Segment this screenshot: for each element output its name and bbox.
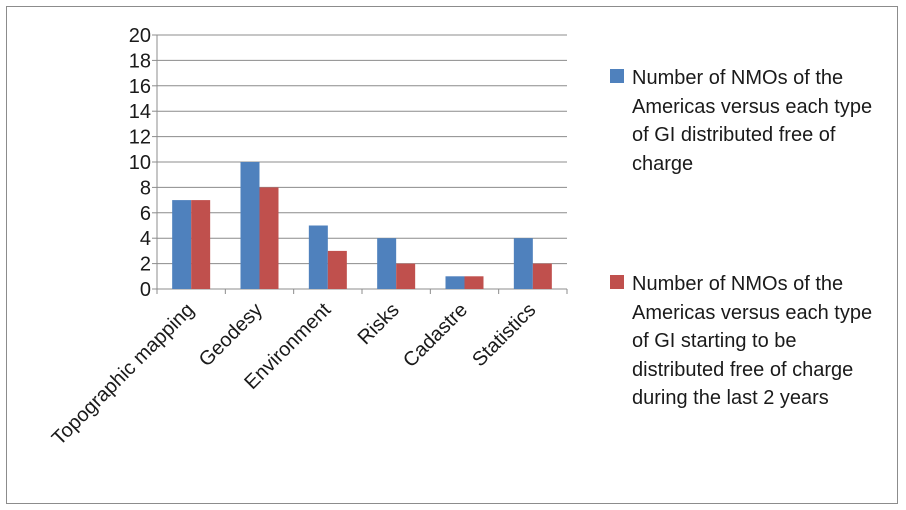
legend-label-series-1: Number of NMOs of the Americas versus ea…	[632, 67, 873, 175]
y-tick-label: 8	[140, 177, 151, 199]
bar-series-2	[259, 187, 279, 289]
bar-series-1	[308, 225, 328, 289]
legend-label-series-2: Number of NMOs of the Americas versus ea…	[632, 273, 873, 409]
chart-frame	[6, 6, 898, 504]
x-tick-label: Cadastre	[399, 299, 472, 372]
bar-series-1	[172, 200, 192, 289]
y-tick-label: 18	[129, 50, 151, 72]
y-tick-label: 12	[129, 127, 151, 149]
legend-swatch-series-1	[610, 69, 624, 83]
bar-series-2	[191, 200, 211, 289]
legend-swatch-series-2	[610, 275, 624, 289]
bar-series-1	[240, 162, 260, 289]
y-tick-label: 10	[129, 152, 151, 174]
y-tick-label: 4	[140, 228, 151, 250]
x-tick-label: Statistics	[468, 299, 540, 371]
y-tick-label: 0	[140, 279, 151, 301]
bar-series-1	[513, 238, 533, 289]
y-tick-label: 20	[129, 25, 151, 47]
x-tick-label: Risks	[354, 299, 404, 349]
x-tick-label: Topographic mapping	[48, 299, 199, 450]
bar-series-2	[464, 276, 484, 289]
x-tick-label: Geodesy	[195, 299, 267, 371]
y-tick-label: 2	[140, 254, 151, 276]
bar-series-2	[396, 263, 416, 289]
y-tick-label: 6	[140, 203, 151, 225]
bar-series-2	[327, 250, 347, 289]
bar-series-1	[377, 238, 397, 289]
bar-series-2	[532, 263, 552, 289]
bar-series-1	[445, 276, 465, 289]
y-tick-label: 14	[129, 101, 151, 123]
y-tick-label: 16	[129, 76, 151, 98]
